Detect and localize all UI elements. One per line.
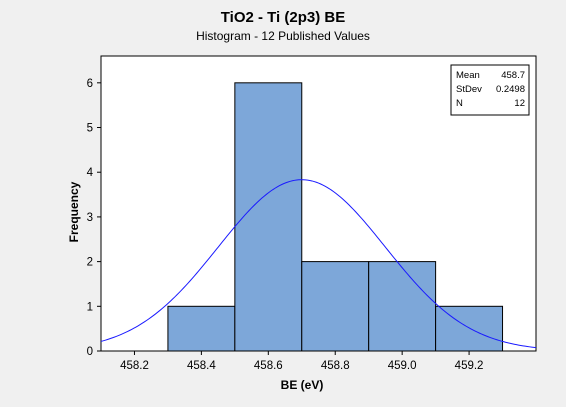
legend-stat-label: N [456, 98, 463, 109]
y-axis-label: Frequency [67, 181, 81, 242]
x-tick-label: 459.0 [388, 360, 417, 372]
y-tick-label: 4 [87, 167, 94, 179]
legend-stat-label: Mean [456, 70, 480, 81]
x-axis: 458.2 458.4 458.6 458.8 459.0 459.2 [120, 351, 483, 372]
chart-title: TiO2 - Ti (2p3) BE [221, 9, 345, 26]
histogram-bars [167, 82, 504, 352]
x-tick-label: 458.2 [120, 360, 149, 372]
histogram-bar [435, 305, 504, 352]
x-tick-label: 458.6 [254, 360, 283, 372]
x-axis-label: BE (eV) [281, 378, 324, 392]
histogram-bar [234, 82, 303, 352]
y-tick-label: 2 [87, 257, 93, 269]
y-tick-label: 3 [87, 212, 93, 224]
x-tick-label: 459.2 [455, 360, 484, 372]
x-tick-label: 458.4 [187, 360, 216, 372]
legend-stat-value: 12 [514, 98, 525, 109]
histogram-bar [167, 305, 236, 352]
legend-stat-label: StDev [456, 84, 482, 95]
y-tick-label: 1 [87, 301, 93, 313]
stats-legend: Mean 458.7 StDev 0.2498 N 12 [450, 64, 530, 116]
y-tick-label: 5 [87, 123, 93, 135]
y-axis: 0 1 2 3 4 5 6 [87, 78, 101, 358]
y-tick-label: 0 [87, 346, 93, 358]
y-tick-label: 6 [87, 78, 93, 90]
x-tick-label: 458.8 [321, 360, 350, 372]
chart-subtitle: Histogram - 12 Published Values [196, 29, 370, 43]
normal-fit-curve [100, 179, 537, 349]
legend-stat-value: 458.7 [501, 70, 525, 81]
legend-stat-value: 0.2498 [496, 84, 525, 95]
histogram-bar [368, 261, 437, 352]
legend-box [450, 64, 530, 116]
histogram-bar [301, 261, 370, 352]
